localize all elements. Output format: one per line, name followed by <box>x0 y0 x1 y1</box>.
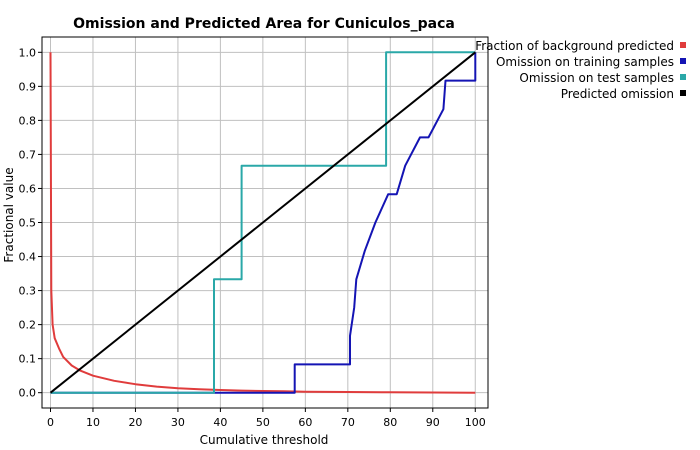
y-tick-label: 0.6 <box>19 182 37 195</box>
legend-swatch <box>680 42 686 48</box>
x-tick-label: 70 <box>341 416 355 429</box>
y-tick-label: 0.3 <box>19 285 37 298</box>
x-axis-label: Cumulative threshold <box>200 433 329 447</box>
legend-label: Predicted omission <box>561 87 674 101</box>
y-axis: 0.0 0.1 0.2 0.3 0.4 0.5 0.6 0.7 0.8 0.9 1.0 <box>19 46 42 400</box>
y-axis-label: Fractional value <box>2 167 16 262</box>
legend-label: Fraction of background predicted <box>475 39 674 53</box>
x-axis: 0 10 20 30 40 50 60 70 80 90 100 <box>47 408 486 429</box>
x-tick-label: 30 <box>171 416 185 429</box>
grid <box>42 37 488 408</box>
series-line-omission-on-training-samples <box>50 52 477 394</box>
legend-swatch <box>680 90 686 96</box>
y-tick-label: 1.0 <box>19 46 37 59</box>
series-line-predicted-omission <box>49 51 476 394</box>
y-tick-label: 0.4 <box>19 251 37 264</box>
y-tick-label: 0.2 <box>19 319 37 332</box>
x-tick-label: 90 <box>426 416 440 429</box>
y-tick-label: 0.9 <box>19 80 37 93</box>
series-line-fraction-of-background-predicted <box>49 52 476 394</box>
y-tick-label: 0.5 <box>19 217 37 230</box>
y-tick-label: 0.7 <box>19 148 37 161</box>
y-tick-label: 0.0 <box>19 387 37 400</box>
x-tick-label: 50 <box>256 416 270 429</box>
x-tick-label: 20 <box>128 416 142 429</box>
x-tick-label: 40 <box>213 416 227 429</box>
y-tick-label: 0.8 <box>19 114 37 127</box>
chart-title: Omission and Predicted Area for Cuniculo… <box>73 16 455 32</box>
series-line-omission-on-test-samples <box>50 51 476 394</box>
series-layer <box>49 51 477 394</box>
x-tick-label: 80 <box>383 416 397 429</box>
legend: Fraction of background predicted Omission… <box>475 39 686 101</box>
y-tick-label: 0.1 <box>19 353 37 366</box>
legend-label: Omission on test samples <box>519 71 674 85</box>
x-tick-label: 100 <box>465 416 486 429</box>
legend-swatch <box>680 74 686 80</box>
x-tick-label: 60 <box>298 416 312 429</box>
legend-swatch <box>680 58 686 64</box>
x-tick-label: 10 <box>86 416 100 429</box>
x-tick-label: 0 <box>47 416 54 429</box>
legend-label: Omission on training samples <box>496 55 674 69</box>
